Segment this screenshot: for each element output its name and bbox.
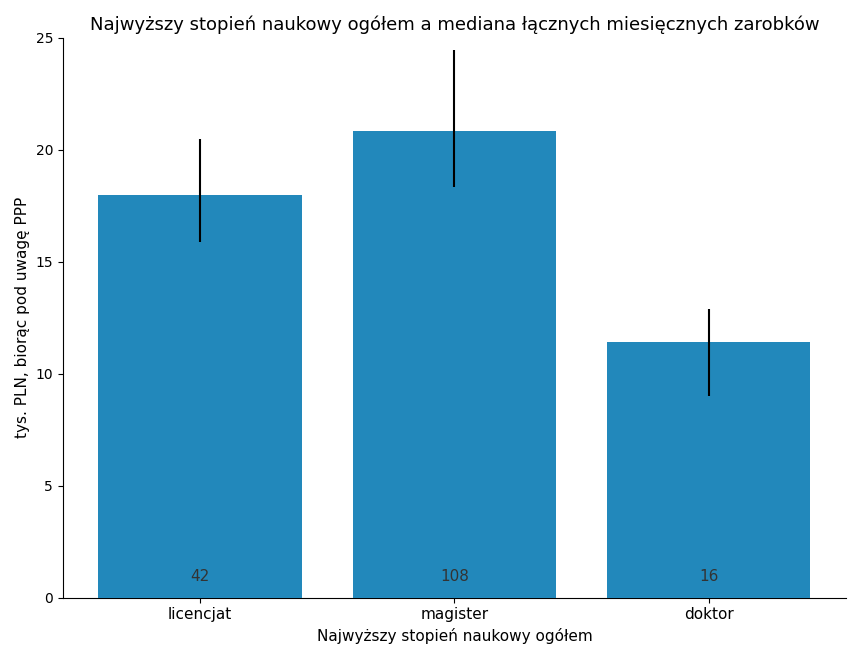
X-axis label: Najwyższy stopień naukowy ogółem: Najwyższy stopień naukowy ogółem: [317, 628, 592, 644]
Text: 16: 16: [699, 569, 718, 585]
Bar: [353, 130, 556, 598]
Title: Najwyższy stopień naukowy ogółem a mediana łącznych miesięcznych zarobków: Najwyższy stopień naukowy ogółem a media…: [90, 15, 820, 34]
Text: 108: 108: [440, 569, 469, 585]
Y-axis label: tys. PLN, biorąc pod uwagę PPP: tys. PLN, biorąc pod uwagę PPP: [15, 197, 30, 438]
Bar: [607, 343, 810, 598]
Bar: [98, 194, 302, 598]
Text: 42: 42: [190, 569, 210, 585]
